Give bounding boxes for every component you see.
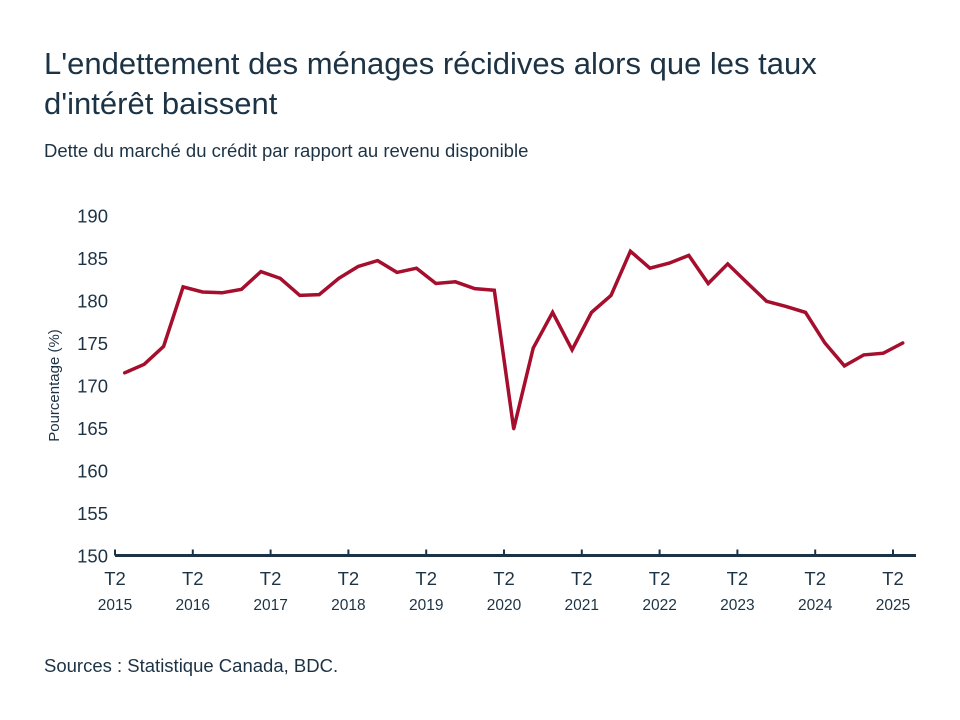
data-point [609,293,613,297]
x-tick-label-year: 2025 [876,597,910,614]
data-point [473,287,477,291]
y-tick-label: 185 [77,248,108,269]
data-point [239,287,243,291]
x-tick-label-quarter: T2 [338,568,360,589]
y-tick-label: 190 [77,206,108,227]
data-point [745,281,749,285]
data-point [862,353,866,357]
y-tick-label: 180 [77,291,108,312]
data-point [823,341,827,345]
data-point [570,348,574,352]
data-point [784,304,788,308]
data-point [123,371,127,375]
data-point [765,299,769,303]
y-tick-label: 160 [77,461,108,482]
x-tick-label-year: 2020 [487,597,522,614]
data-point [726,262,730,266]
source-note: Sources : Statistique Canada, BDC. [44,655,339,676]
data-point [706,282,710,285]
data-point [434,282,438,285]
x-tick-label-year: 2017 [253,597,287,614]
data-point [201,290,205,294]
data-point [453,280,457,284]
chart-subtitle: Dette du marché du crédit par rapport au… [44,140,529,161]
data-point [337,276,341,280]
x-tick-label-year: 2023 [720,597,754,614]
data-point [278,276,282,280]
data-point [842,364,846,368]
x-tick-label-year: 2016 [176,597,210,614]
x-tick-label-quarter: T2 [882,568,904,589]
data-point [220,291,224,295]
y-tick-label: 175 [77,333,108,354]
x-tick-label-year: 2024 [798,597,833,614]
y-tick-label: 170 [77,376,108,397]
data-point [395,270,399,274]
data-point [162,344,166,348]
x-tick-label-quarter: T2 [415,568,437,589]
y-tick-label: 155 [77,503,108,524]
data-point [803,310,807,314]
x-tick-label-quarter: T2 [260,568,282,589]
chart-title: L'endettement des ménages récidives alor… [44,46,817,121]
x-tick-label-quarter: T2 [182,568,204,589]
data-point [142,362,146,366]
x-tick-label-quarter: T2 [104,568,126,589]
data-point [551,310,555,314]
data-point [376,259,380,263]
x-tick-label-year: 2021 [565,597,599,614]
y-tick-label: 150 [77,546,108,567]
y-axis-label: Pourcentage (%) [46,329,63,442]
data-point [687,253,691,257]
x-tick-label-quarter: T2 [727,568,749,589]
data-point [648,266,652,270]
x-tick-label-quarter: T2 [493,568,515,589]
data-point [414,266,418,270]
y-tick-label: 165 [77,418,108,439]
data-point [901,341,905,345]
data-point [492,288,496,292]
x-tick-label-year: 2019 [409,597,443,614]
data-point [531,346,535,350]
data-point [259,270,263,274]
x-tick-label-quarter: T2 [649,568,671,589]
data-point [628,249,632,253]
data-point [298,293,302,297]
data-point [181,285,185,289]
x-tick-label-quarter: T2 [804,568,826,589]
x-tick-label-year: 2015 [98,597,132,614]
series-line [122,248,905,430]
x-tick-label-year: 2022 [642,597,676,614]
x-tick-label-quarter: T2 [571,568,593,589]
data-point [590,310,594,314]
data-point [356,265,360,268]
data-point [512,427,516,431]
data-point [317,293,321,297]
data-point [667,261,671,265]
data-point [881,351,885,355]
x-tick-label-year: 2018 [331,597,365,614]
